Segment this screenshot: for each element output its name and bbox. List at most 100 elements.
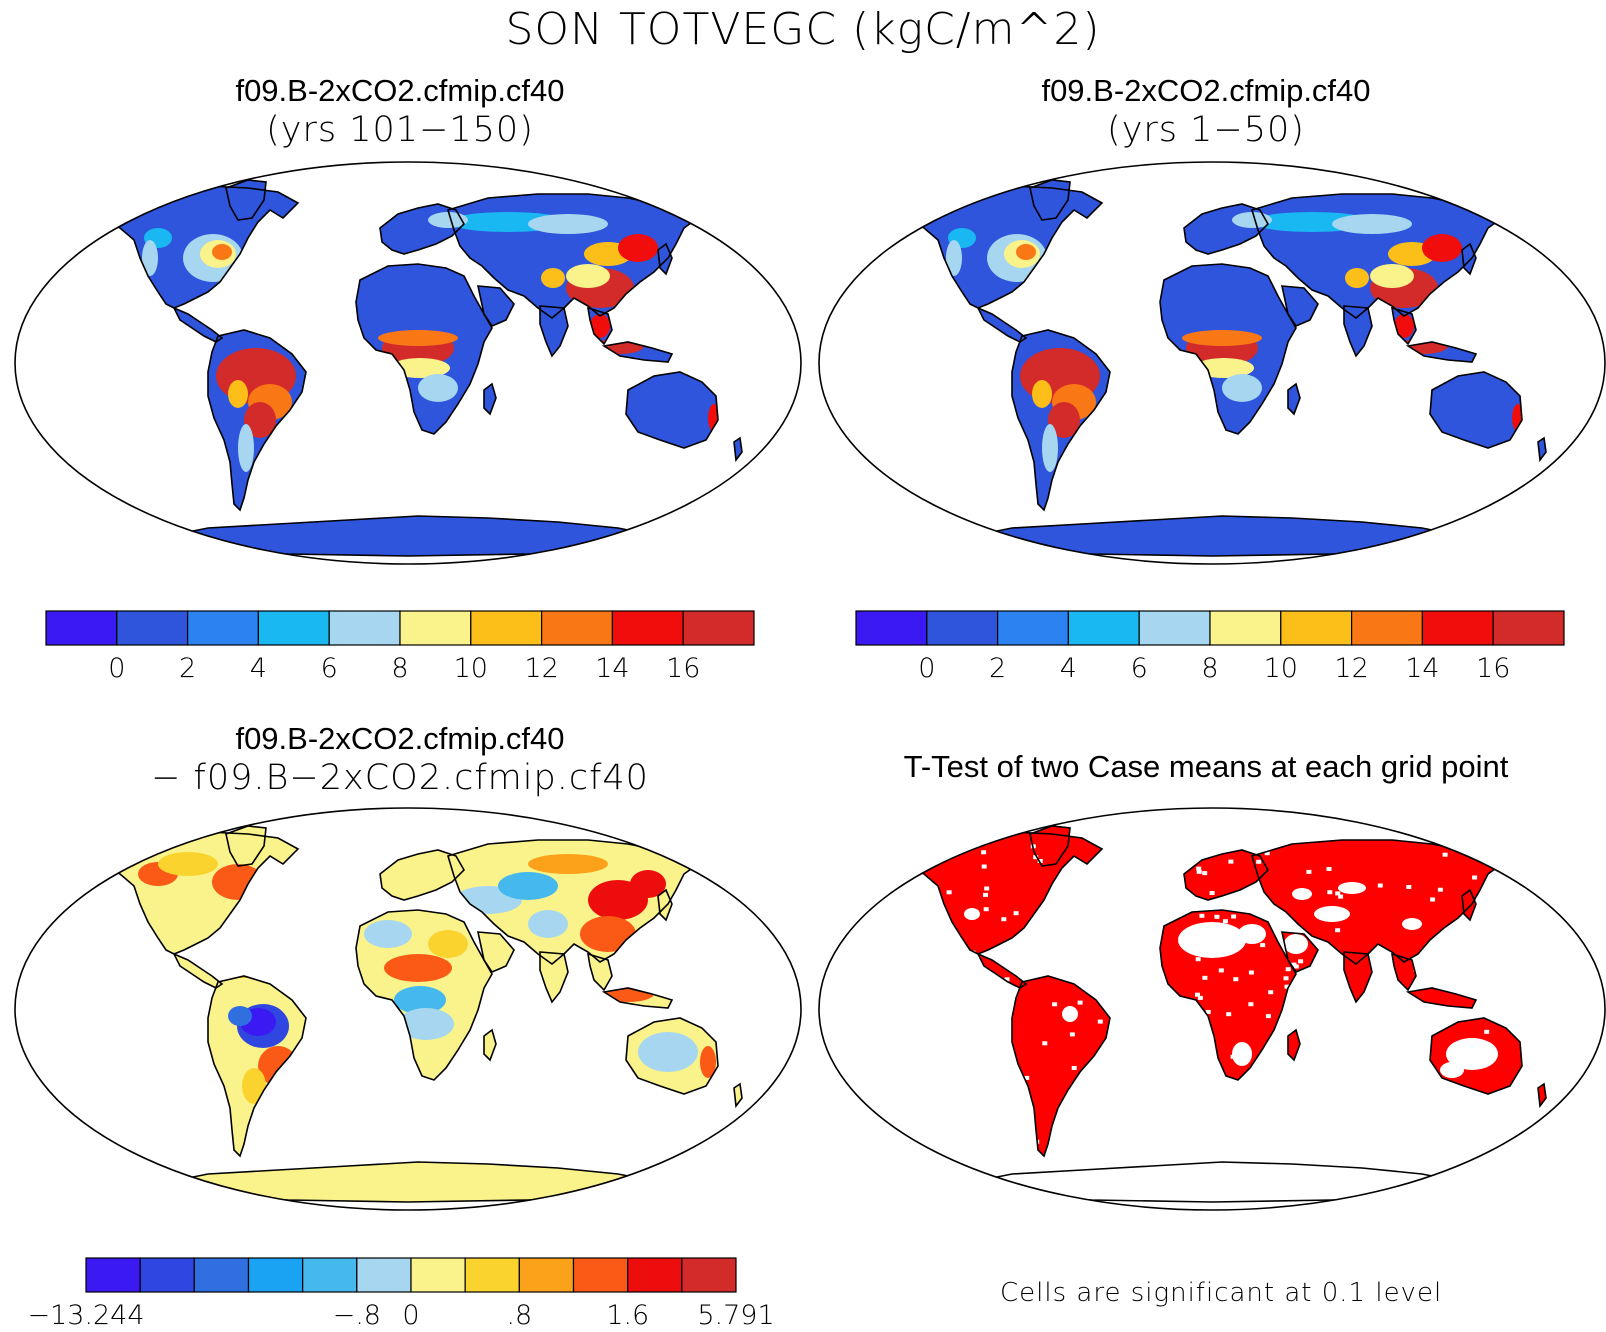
coastline-greenland	[225, 179, 267, 221]
coastline-northAmerica	[98, 185, 300, 309]
map-panel-4	[818, 807, 1606, 1211]
land-arabia	[1282, 286, 1318, 326]
coastline-northAmerica	[902, 185, 1104, 309]
coastline-europe	[1183, 849, 1269, 901]
value-patch	[228, 1006, 252, 1026]
nonsignificant-cell	[1218, 968, 1224, 973]
nonsignificant-cell	[1052, 1002, 1058, 1007]
colorbar-tick-label: 10	[454, 653, 488, 684]
colorbar-swatch	[926, 610, 999, 646]
coastline-seAsia	[586, 952, 613, 992]
nonsignificant-patch	[1292, 888, 1312, 900]
map-content	[819, 162, 1605, 564]
nonsignificant-patch	[1314, 906, 1350, 922]
nonsignificant-cell	[1221, 936, 1227, 941]
colorbar-tick-label: 8	[391, 653, 408, 684]
land-asia	[448, 840, 698, 964]
nonsignificant-cell	[1268, 990, 1274, 995]
colorbar-swatch	[682, 610, 755, 646]
nonsignificant-cell	[1265, 1014, 1271, 1019]
land-arabia	[478, 286, 514, 326]
coastline-india	[1343, 305, 1373, 358]
land-antarctica	[148, 1162, 668, 1202]
colorbar-tick-label: 8	[1201, 653, 1218, 684]
map-border	[14, 807, 802, 1211]
value-patch	[212, 244, 232, 260]
land-greenland	[226, 826, 266, 866]
coastline-indonesia	[1405, 987, 1478, 1009]
coastline-europe	[1183, 203, 1269, 255]
value-patch	[618, 234, 658, 262]
colorbar-tick-label: 6	[1131, 653, 1148, 684]
value-patch	[1016, 244, 1036, 260]
value-patch	[428, 212, 468, 228]
colorbar-swatch	[116, 610, 189, 646]
nonsignificant-patch	[1338, 882, 1366, 894]
nonsignificant-cell	[1472, 875, 1478, 880]
value-patch	[1042, 424, 1058, 472]
colorbar-tick-label: 4	[1060, 653, 1077, 684]
nonsignificant-cell	[1430, 897, 1436, 902]
coastline-africa	[355, 909, 493, 1081]
nonsignificant-cell	[1326, 867, 1332, 871]
value-patch	[398, 1008, 454, 1040]
value-patch	[378, 330, 458, 346]
coastline-greenland	[1029, 825, 1071, 867]
land-asia	[1252, 840, 1502, 964]
colorbar-tick-label: 2	[989, 653, 1006, 684]
nonsignificant-cell	[1406, 885, 1412, 889]
value-patch	[384, 954, 452, 982]
panel3-case-name: f09.B-2xCO2.cfmip.cf40	[235, 721, 565, 756]
colorbar-panel-2: 0 2 4 6 8 10 12 14 16	[855, 610, 1565, 684]
nonsignificant-cell	[1195, 992, 1200, 997]
coastline-japan	[657, 888, 673, 922]
value-patch	[528, 214, 608, 234]
colorbar-swatch	[572, 1257, 629, 1293]
colorbar-tick-label: .8	[506, 1300, 532, 1331]
colorbar-tick-label: −13.244	[27, 1300, 144, 1331]
colorbar-swatch	[1209, 610, 1282, 646]
colorbar-tick-label: 16	[666, 653, 700, 684]
nonsignificant-cell	[1202, 871, 1208, 876]
nonsignificant-patch	[1446, 1038, 1498, 1070]
nonsignificant-cell	[1231, 914, 1237, 919]
nonsignificant-cell	[1197, 995, 1203, 1000]
panel4-ttest-title: T-Test of two Case means at each grid po…	[903, 749, 1509, 784]
panel2-case-name: f09.B-2xCO2.cfmip.cf40	[1041, 73, 1371, 108]
colorbar-tick-label: 4	[250, 653, 267, 684]
colorbar-swatch	[247, 1257, 304, 1293]
nonsignificant-cell	[1195, 957, 1201, 962]
value-patch	[700, 1046, 716, 1078]
nonsignificant-cell	[1004, 977, 1010, 982]
value-patches	[936, 844, 1521, 1146]
nonsignificant-cell	[1264, 851, 1270, 856]
land-madagascar	[1288, 384, 1300, 414]
coastline-japan	[1461, 242, 1477, 276]
land-madagascar	[484, 384, 496, 414]
colorbar-tick-label: 14	[1405, 653, 1439, 684]
map-panel-2	[818, 161, 1606, 565]
value-patch	[418, 374, 458, 402]
colorbar-tick-label: 12	[524, 653, 558, 684]
nonsignificant-cell	[1024, 1075, 1030, 1080]
coastline-indonesia	[1405, 341, 1478, 363]
value-patch	[428, 930, 468, 958]
nonsignificant-cell	[983, 892, 988, 897]
nonsignificant-cell	[1248, 1002, 1254, 1007]
colorbar-tick-label: −.8	[333, 1300, 381, 1331]
coastline-antarctica	[951, 1161, 1475, 1203]
land-antarctica	[148, 516, 668, 556]
value-patch	[1422, 234, 1462, 262]
coastline-newZealand	[733, 436, 743, 463]
nonsignificant-cell	[1442, 852, 1448, 857]
coastline-southAmerica	[1011, 329, 1111, 512]
coastline-seAsia	[1390, 952, 1417, 992]
nonsignificant-patch	[1284, 934, 1308, 954]
coastline-india	[1343, 951, 1373, 1004]
colorbar-swatch	[1067, 610, 1140, 646]
coastline-europe	[379, 849, 465, 901]
coastline-japan	[657, 242, 673, 276]
map-border	[818, 161, 1606, 565]
panel3-minus-case: − f09.B−2xCO2.cfmip.cf40	[151, 758, 649, 799]
nonsignificant-cell	[1338, 894, 1344, 899]
